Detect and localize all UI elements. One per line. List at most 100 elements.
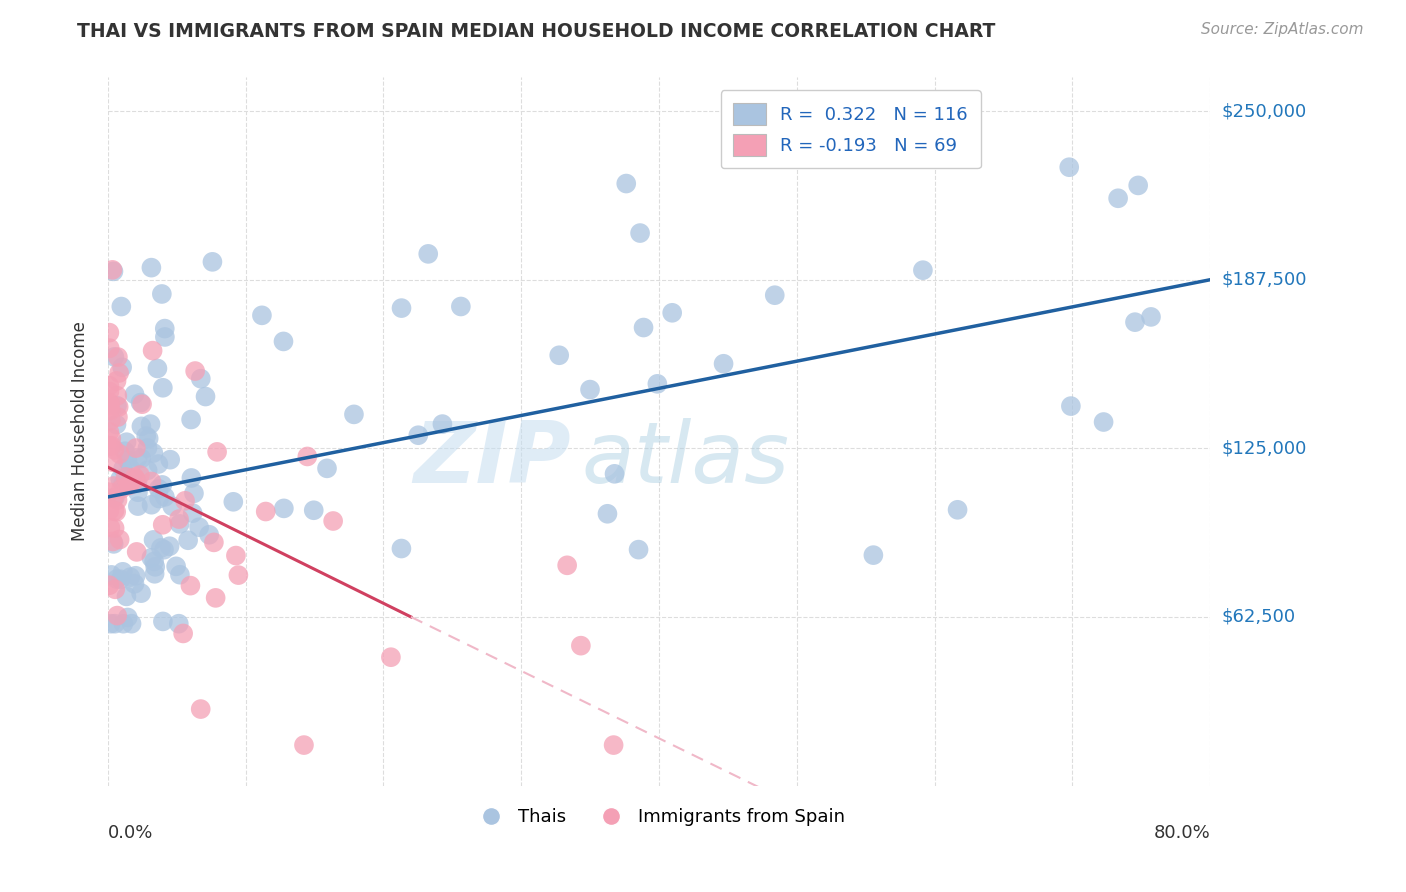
Point <box>180 471 202 485</box>
Point <box>103 350 125 364</box>
Point <box>101 455 124 469</box>
Point <box>127 450 149 465</box>
Text: $250,000: $250,000 <box>1222 103 1306 120</box>
Point <box>120 461 142 475</box>
Y-axis label: Median Household Income: Median Household Income <box>72 321 89 541</box>
Point <box>1123 315 1146 329</box>
Point <box>1092 415 1115 429</box>
Point <box>190 372 212 386</box>
Point <box>322 514 344 528</box>
Point <box>131 397 153 411</box>
Point <box>125 473 148 487</box>
Point <box>254 504 277 518</box>
Point <box>202 535 225 549</box>
Point <box>343 408 366 422</box>
Point <box>1128 178 1150 193</box>
Point <box>148 457 170 471</box>
Text: Source: ZipAtlas.com: Source: ZipAtlas.com <box>1201 22 1364 37</box>
Point <box>121 616 143 631</box>
Point <box>177 533 200 548</box>
Point <box>108 447 131 461</box>
Point <box>105 608 128 623</box>
Point <box>603 467 626 481</box>
Point <box>167 616 190 631</box>
Point <box>316 461 339 475</box>
Point <box>100 567 122 582</box>
Point <box>107 410 129 425</box>
Point <box>135 429 157 443</box>
Point <box>127 476 149 491</box>
Point <box>205 445 228 459</box>
Point <box>153 330 176 344</box>
Point <box>127 499 149 513</box>
Point <box>98 439 121 453</box>
Point <box>124 387 146 401</box>
Point <box>100 521 122 535</box>
Point <box>111 477 134 491</box>
Point <box>114 476 136 491</box>
Point <box>201 255 224 269</box>
Point <box>111 565 134 579</box>
Point <box>179 579 201 593</box>
Point <box>125 545 148 559</box>
Point <box>297 450 319 464</box>
Point <box>160 499 183 513</box>
Point <box>153 542 176 557</box>
Point <box>98 384 121 399</box>
Point <box>628 226 651 240</box>
Point <box>108 366 131 380</box>
Point <box>391 301 413 315</box>
Point <box>661 306 683 320</box>
Point <box>146 361 169 376</box>
Point <box>103 264 125 278</box>
Point <box>103 537 125 551</box>
Point <box>614 177 637 191</box>
Point <box>1107 191 1129 205</box>
Point <box>165 559 187 574</box>
Point <box>142 533 165 547</box>
Point <box>627 542 650 557</box>
Point <box>222 495 245 509</box>
Point <box>100 439 122 453</box>
Point <box>142 446 165 460</box>
Point <box>862 548 884 562</box>
Point <box>946 503 969 517</box>
Point <box>103 479 125 493</box>
Point <box>152 381 174 395</box>
Point <box>110 482 132 496</box>
Point <box>149 541 172 555</box>
Point <box>108 533 131 547</box>
Point <box>103 442 125 457</box>
Point <box>198 527 221 541</box>
Point <box>110 300 132 314</box>
Point <box>136 463 159 477</box>
Text: ZIP: ZIP <box>413 418 571 501</box>
Point <box>250 309 273 323</box>
Point <box>602 738 624 752</box>
Point <box>148 482 170 496</box>
Point <box>118 478 141 492</box>
Point <box>136 441 159 455</box>
Point <box>172 626 194 640</box>
Point <box>101 263 124 277</box>
Point <box>141 498 163 512</box>
Point <box>129 586 152 600</box>
Point <box>159 452 181 467</box>
Legend: Thais, Immigrants from Spain: Thais, Immigrants from Spain <box>465 801 852 833</box>
Point <box>1060 399 1083 413</box>
Point <box>105 374 128 388</box>
Point <box>105 389 128 403</box>
Point <box>167 512 190 526</box>
Point <box>150 287 173 301</box>
Point <box>125 441 148 455</box>
Point <box>114 470 136 484</box>
Point <box>98 395 121 409</box>
Point <box>115 435 138 450</box>
Point <box>380 650 402 665</box>
Point <box>148 491 170 506</box>
Point <box>139 417 162 431</box>
Point <box>105 417 128 432</box>
Point <box>188 520 211 534</box>
Point <box>100 413 122 427</box>
Point <box>579 383 602 397</box>
